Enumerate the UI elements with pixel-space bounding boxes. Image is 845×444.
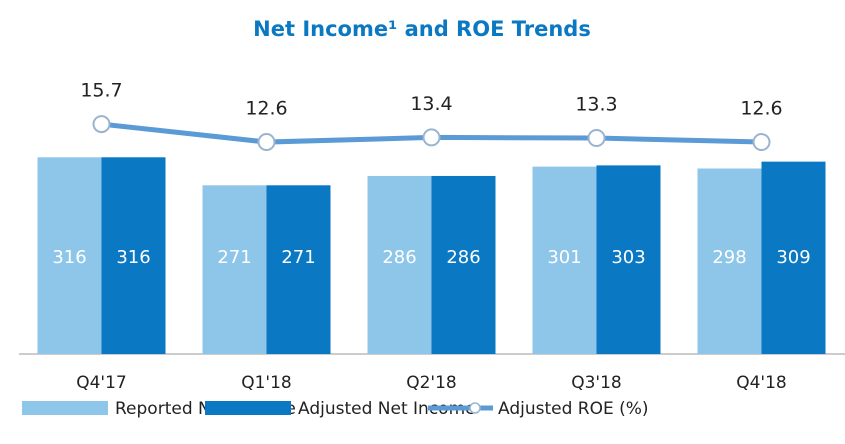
legend-label: Adjusted Net Income [298,399,476,419]
bar [101,157,166,354]
value-label: 301 [547,247,581,268]
chart-title: Net Income¹ and ROE Trends [253,17,591,41]
value-label: 271 [281,247,315,268]
x-tick-label: Q4'18 [736,373,787,393]
value-label: 286 [446,247,480,268]
value-label: 12.6 [245,98,287,120]
bar [761,161,826,354]
legend-swatch [22,401,108,415]
legend-marker [469,402,481,414]
value-label: 15.7 [80,80,122,102]
bar [367,175,432,354]
bar [697,168,762,354]
value-label: 13.3 [575,94,617,116]
value-label: 286 [382,247,416,268]
bar [532,166,597,354]
value-label: 12.6 [740,98,782,120]
line-point [257,133,276,152]
bar [202,185,267,354]
legend-swatch [205,401,291,415]
line-point [587,129,606,148]
value-label: 316 [116,247,150,268]
line-point [752,133,771,152]
x-tick-label: Q3'18 [571,373,622,393]
bar [266,185,331,354]
value-label: 271 [217,247,251,268]
bar [431,175,496,354]
value-label: 13.4 [410,93,452,115]
value-label: 298 [712,247,746,268]
x-tick-label: Q1'18 [241,373,292,393]
bar [596,165,661,354]
x-tick-label: Q4'17 [76,373,127,393]
legend-label: Adjusted ROE (%) [498,399,649,419]
line-point [422,128,441,147]
bar [37,157,102,354]
value-label: 316 [52,247,86,268]
value-label: 309 [776,247,810,268]
x-tick-label: Q2'18 [406,373,457,393]
value-label: 303 [611,247,645,268]
line-point [92,115,111,134]
